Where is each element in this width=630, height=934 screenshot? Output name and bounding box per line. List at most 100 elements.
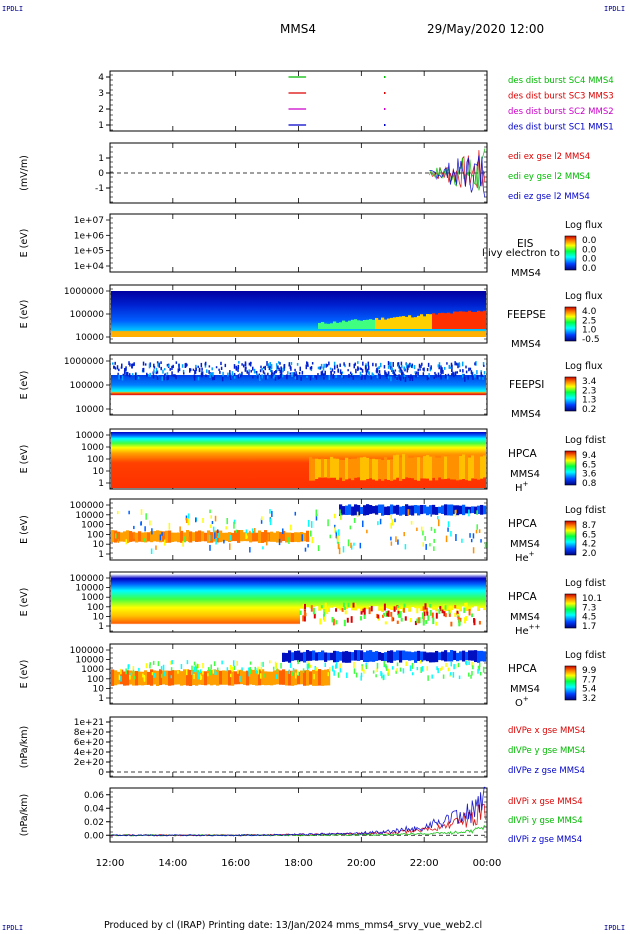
heatmap-cell	[333, 321, 337, 329]
heatmap-cell	[404, 616, 407, 621]
heatmap-cell	[194, 668, 197, 673]
heatmap-cell	[390, 317, 394, 329]
heatmap-cell	[116, 510, 119, 515]
heatmap-cell	[365, 363, 367, 366]
heatmap-cell	[392, 370, 395, 374]
heatmap-cell	[436, 666, 438, 671]
heatmap-cell	[476, 510, 478, 515]
heatmap-cell	[138, 531, 142, 542]
heatmap-cell	[417, 457, 421, 481]
heatmap-cell	[264, 365, 267, 371]
heatmap-cell	[482, 666, 485, 673]
colorbar	[564, 306, 577, 342]
heatmap-cell	[313, 613, 316, 619]
heatmap-cell	[312, 606, 316, 629]
heatmap-cell	[231, 670, 235, 686]
heatmap-cell	[315, 509, 318, 517]
heatmap-cell	[409, 364, 412, 367]
heatmap-cell	[347, 369, 349, 372]
heatmap-cell	[126, 670, 130, 686]
heatmap-cell	[338, 543, 340, 550]
heatmap-cell	[429, 608, 433, 629]
heatmap-cell	[138, 667, 140, 672]
heatmap-cell	[359, 367, 362, 370]
heatmap-cell	[182, 540, 184, 547]
instrument-label: EIS	[517, 238, 534, 250]
heatmap-cell	[410, 365, 413, 368]
heatmap-cell	[168, 530, 172, 543]
heatmap-cell	[477, 650, 481, 663]
heatmap-cell	[312, 650, 316, 661]
heatmap-cell	[117, 531, 121, 542]
heatmap-cell	[174, 374, 176, 378]
heatmap-cell	[336, 608, 340, 629]
heatmap-cell	[170, 675, 173, 679]
heatmap-cell	[483, 505, 487, 515]
heatmap-cell	[433, 376, 435, 379]
footer-credits: Produced by cl (IRAP) Printing date: 13/…	[104, 920, 483, 931]
heatmap-cell	[420, 651, 424, 662]
heatmap-cell	[132, 671, 136, 686]
heatmap-cell	[113, 365, 115, 369]
heatmap-cell	[360, 675, 362, 681]
heatmap-cell	[447, 667, 450, 672]
heatmap-cell	[342, 546, 345, 553]
heatmap-cell	[164, 671, 166, 677]
heatmap-cell	[155, 367, 158, 372]
heatmap-cell	[317, 373, 319, 376]
heatmap-cell	[117, 539, 120, 543]
heatmap-cell	[123, 531, 127, 542]
heatmap-cell	[215, 538, 217, 545]
heatmap-cell	[202, 670, 204, 675]
heatmap-cell	[419, 368, 421, 371]
heatmap-cell	[144, 526, 146, 532]
heatmap-cell	[337, 672, 340, 678]
heatmap-cell	[388, 363, 391, 368]
heatmap-cell	[267, 671, 271, 686]
heatmap-cell	[302, 615, 305, 622]
heatmap-cell	[294, 650, 298, 661]
heatmap-cell	[193, 376, 196, 381]
heatmap-cell	[131, 373, 134, 376]
heatmap-cell	[362, 608, 365, 613]
heatmap-cell	[184, 363, 187, 368]
heatmap-cell	[300, 608, 304, 629]
heatmap-cell	[434, 371, 436, 375]
heatmap-cell	[128, 373, 131, 378]
heatmap-cell	[210, 669, 214, 686]
footer-corner-label-left: IPDLI	[2, 924, 24, 932]
heatmap-cell	[214, 515, 217, 522]
heatmap-cell	[246, 371, 249, 374]
heatmap-cell	[459, 311, 463, 329]
heatmap-cell	[447, 652, 451, 662]
colorbar-tick-label: 1.0	[582, 326, 597, 336]
heatmap-cell	[435, 373, 437, 378]
heatmap-cell	[166, 375, 168, 381]
colorbar-tick-label: 0.0	[582, 264, 597, 274]
heatmap-cell	[419, 660, 422, 664]
heatmap-cell	[183, 669, 187, 686]
heatmap-cell	[465, 506, 469, 514]
ytick-label: 1	[98, 154, 104, 164]
heatmap-cell	[463, 607, 466, 613]
heatmap-cell	[339, 322, 343, 329]
heatmap-cell	[215, 366, 218, 369]
heatmap-cell	[456, 505, 460, 516]
heatmap-cell	[237, 367, 239, 372]
heatmap-cell	[377, 614, 380, 619]
heatmap-cell	[352, 375, 355, 380]
heatmap-cell	[329, 667, 331, 672]
heatmap-cell	[421, 666, 424, 671]
heatmap-cell	[343, 606, 346, 611]
heatmap-cell	[180, 530, 184, 543]
heatmap-cell	[363, 505, 367, 516]
ytick-label: 100000	[70, 574, 105, 584]
heatmap-cell	[306, 666, 309, 671]
heatmap-cell	[217, 533, 219, 538]
heatmap-cell	[404, 544, 407, 550]
plot-title: MMS4	[280, 22, 316, 36]
heatmap-cell	[357, 505, 361, 516]
heatmap-cell	[378, 458, 382, 480]
heatmap-cell	[401, 370, 403, 373]
heatmap-cell	[249, 532, 253, 543]
